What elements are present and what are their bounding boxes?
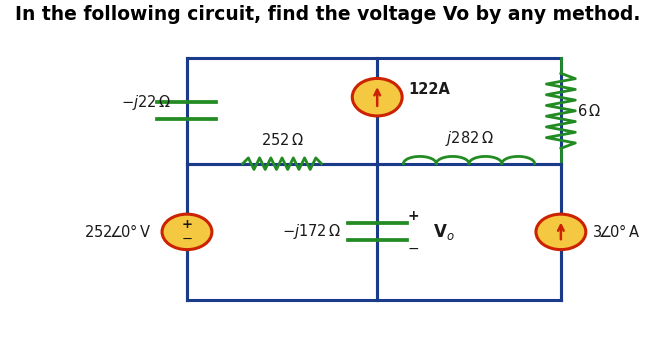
Text: +: + (407, 208, 419, 223)
Text: $-j22\,\Omega$: $-j22\,\Omega$ (121, 93, 171, 112)
Ellipse shape (536, 214, 586, 250)
Text: In the following circuit, find the voltage Vo by any method.: In the following circuit, find the volta… (15, 5, 641, 24)
Text: $j282\,\Omega$: $j282\,\Omega$ (445, 129, 493, 148)
Text: 122A: 122A (409, 82, 451, 97)
Text: $252\!\angle\!0°\,\mathrm{V}$: $252\!\angle\!0°\,\mathrm{V}$ (84, 223, 151, 240)
Ellipse shape (352, 78, 402, 116)
Text: +: + (182, 218, 192, 231)
Text: $-$: $-$ (407, 241, 419, 255)
Ellipse shape (162, 214, 212, 250)
Text: $-j172\,\Omega$: $-j172\,\Omega$ (282, 222, 341, 241)
Text: $-$: $-$ (181, 232, 193, 245)
Text: $252\,\Omega$: $252\,\Omega$ (260, 132, 304, 148)
Text: $6\,\Omega$: $6\,\Omega$ (577, 103, 602, 119)
Text: $3\!\angle\!0°\,\mathrm{A}$: $3\!\angle\!0°\,\mathrm{A}$ (592, 223, 641, 240)
Text: $\mathbf{V}_o$: $\mathbf{V}_o$ (433, 222, 455, 242)
